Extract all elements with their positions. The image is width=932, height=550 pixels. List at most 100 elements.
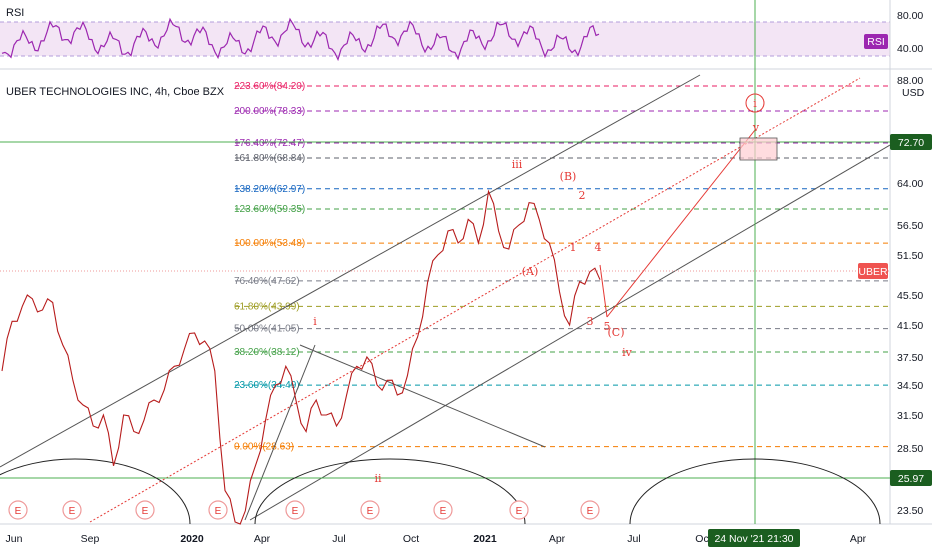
earnings-event-label: E <box>69 506 76 517</box>
rsi-pane <box>0 17 890 62</box>
price-marker-tag-label: 25.97 <box>898 473 924 485</box>
projection-line-start <box>599 264 608 318</box>
price-tick-label: 64.00 <box>897 178 923 190</box>
fib-level-label: 176.40%(72.47) <box>234 138 305 149</box>
wave-label: iii <box>512 158 523 171</box>
earnings-event-label: E <box>440 506 447 517</box>
projection-line <box>606 129 756 318</box>
time-tick-label: Sep <box>81 533 100 545</box>
time-tick-label: Jun <box>6 533 23 545</box>
price-tick-label: 88.00 <box>897 75 923 87</box>
cycle-arc <box>254 458 526 525</box>
time-tick-label: Oct <box>403 533 419 545</box>
time-tick-label: Jul <box>332 533 345 545</box>
trendlines <box>0 0 891 524</box>
fib-level-label: 61.80%(43.99) <box>234 301 300 312</box>
wave-label: 2 <box>579 189 586 202</box>
earnings-event-marker[interactable] <box>135 500 155 520</box>
earnings-event-marker[interactable] <box>360 500 380 520</box>
earnings-event-marker[interactable] <box>62 500 82 520</box>
resistance-line <box>299 344 546 448</box>
rsi-tick-label: 80.00 <box>897 10 923 22</box>
earnings-event-marker[interactable] <box>580 500 600 520</box>
channel-upper-line <box>0 74 701 468</box>
rsi-line <box>1 17 600 62</box>
rsi-value-tag-label: RSI <box>867 36 885 48</box>
earnings-event-marker[interactable] <box>8 500 28 520</box>
price-series-line <box>1 189 601 525</box>
price-tick-label: 23.50 <box>897 505 923 517</box>
earnings-event-marker[interactable] <box>433 500 453 520</box>
wave-label: v <box>752 121 760 134</box>
time-highlight-label: 24 Nov '21 21:30 <box>714 533 793 545</box>
price-marker-tag <box>890 470 932 486</box>
time-tick-label: 2021 <box>473 533 497 545</box>
wave-circle-marker <box>745 93 765 113</box>
rsi-tick-label: 40.00 <box>897 43 923 55</box>
earnings-event-marker[interactable] <box>285 500 305 520</box>
price-tick-label: 28.50 <box>897 443 923 455</box>
earnings-event-label: E <box>292 506 299 517</box>
price-marker-tag <box>890 134 932 150</box>
price-tick-label: 56.50 <box>897 220 923 232</box>
price-marker-tag <box>858 263 888 279</box>
target-box[interactable] <box>739 137 778 161</box>
wave-label: 3 <box>587 315 594 328</box>
wave-label: iv <box>622 346 633 359</box>
price-marker-tag-label: 72.70 <box>898 137 924 149</box>
fib-level-label: 123.60%(59.35) <box>234 204 305 215</box>
wave-label: (C) <box>608 326 625 339</box>
fib-level-label: 161.80%(68.84) <box>234 153 305 164</box>
earnings-event-label: E <box>516 506 523 517</box>
rsi-value-tag <box>864 34 888 49</box>
fib-level-label: 223.60%(84.20) <box>234 81 305 92</box>
fib-level-label: 200.00%(78.33) <box>234 106 305 117</box>
time-tick-label: 2020 <box>180 533 204 545</box>
time-tick-label: Apr <box>254 533 271 545</box>
wave-label: 5 <box>604 320 611 333</box>
time-tick-label: Apr <box>850 533 867 545</box>
price-marker-tag-label: UBER <box>858 266 888 278</box>
earnings-event-marker[interactable] <box>208 500 228 520</box>
channel-mid-line <box>89 77 861 523</box>
price-tick-label: 34.50 <box>897 380 923 392</box>
price-axis[interactable]: 88.00 64.00 56.50 51.50 45.50 41.50 37.50 34.50… <box>858 10 932 517</box>
price-tick-label: 51.50 <box>897 250 923 262</box>
time-axis[interactable]: Jun Sep 2020 Apr Jul Oct 2021 Apr Jul Oc Apr 24 Nov… <box>6 529 867 547</box>
wave-label: 1 <box>570 241 577 254</box>
time-tick-label: Jul <box>627 533 640 545</box>
fib-levels: 223.60%(84.20) 200.00%(78.33) 176.40%(72.4… <box>234 81 890 453</box>
time-tick-label: Oc <box>695 533 708 545</box>
fib-level-label: 100.00%(53.48) <box>234 238 305 249</box>
currency-label: USD <box>902 87 925 99</box>
earnings-event-label: E <box>367 506 374 517</box>
fib-level-label: 38.20%(38.12) <box>234 347 300 358</box>
rsi-band <box>0 22 890 56</box>
earnings-event-marker[interactable] <box>509 500 529 520</box>
price-tick-label: 41.50 <box>897 320 923 332</box>
earnings-event-label: E <box>142 506 149 517</box>
channel-lower-line <box>249 144 891 521</box>
earnings-event-label: E <box>15 506 22 517</box>
wave-label: 4 <box>595 241 602 254</box>
wave-label: i <box>313 315 317 328</box>
chart-title: UBER TECHNOLOGIES INC, 4h, Cboe BZX <box>6 86 225 98</box>
price-tick-label: 45.50 <box>897 290 923 302</box>
rsi-indicator-label[interactable]: RSI <box>6 7 25 19</box>
price-tick-label: 37.50 <box>897 352 923 364</box>
wave-label: ii <box>374 472 382 485</box>
time-tick-label: Apr <box>549 533 566 545</box>
time-highlight-tag <box>708 529 800 547</box>
price-tick-label: 31.50 <box>897 410 923 422</box>
fib-level-label: 76.40%(47.62) <box>234 276 300 287</box>
cycle-arcs <box>0 458 881 525</box>
wave-label: i <box>753 97 757 110</box>
fib-level-label: 138.20%(62.97) <box>234 184 305 195</box>
wave-label: (A) <box>522 265 539 278</box>
fib-level-label: 0.00%(28.63) <box>234 442 294 453</box>
earnings-event-label: E <box>587 506 594 517</box>
impulse-line <box>244 344 316 521</box>
